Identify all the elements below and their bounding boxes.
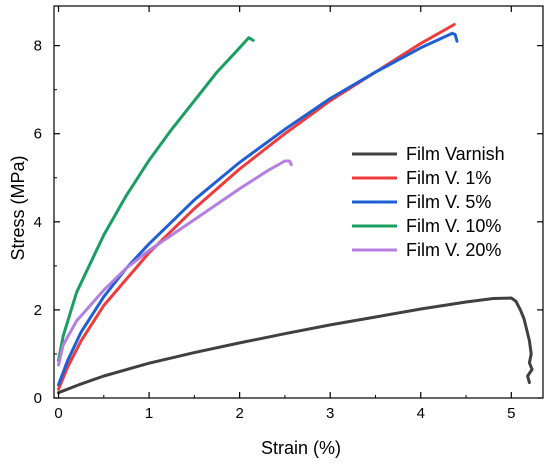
legend: Film Varnish Film V. 1% Film V. 5% Film V. …: [352, 144, 505, 260]
legend-label-5: Film V. 20%: [406, 240, 501, 260]
y-tick-label: 6: [34, 126, 42, 143]
x-tick-label: 0: [54, 405, 62, 422]
legend-label-1: Film Varnish: [406, 144, 505, 164]
series-line-3: [57, 31, 459, 387]
series-line-1: [57, 296, 534, 395]
series-line-4: [57, 36, 255, 363]
legend-label-4: Film V. 10%: [406, 216, 501, 236]
x-tick-label: 3: [326, 405, 334, 422]
y-tick-label: 2: [34, 302, 42, 319]
axes-layer: 0 1 2 3 4 5 0 2 4 6 8: [34, 6, 543, 422]
series-line-2: [57, 23, 456, 391]
x-axis-title: Strain (%): [261, 438, 341, 458]
x-tick-label: 1: [145, 405, 153, 422]
y-tick-label: 4: [34, 214, 42, 231]
x-tick-label: 2: [235, 405, 243, 422]
y-tick-label: 0: [34, 390, 42, 407]
series-line-5: [57, 159, 293, 367]
x-tick-label: 5: [507, 405, 515, 422]
legend-label-2: Film V. 1%: [406, 168, 491, 188]
y-axis-title: Stress (MPa): [8, 155, 28, 260]
plot-frame: [53, 5, 544, 399]
plot-area: [53, 5, 544, 399]
x-tick-label: 4: [417, 405, 425, 422]
y-tick-label: 8: [34, 38, 42, 55]
series-layer: [57, 23, 534, 395]
legend-label-3: Film V. 5%: [406, 192, 491, 212]
